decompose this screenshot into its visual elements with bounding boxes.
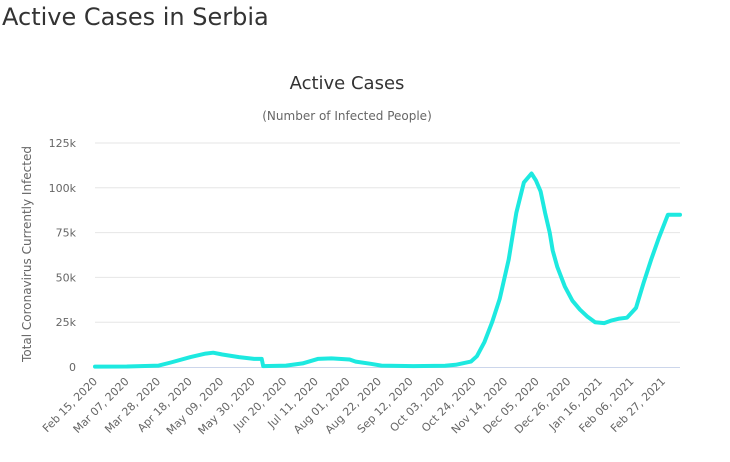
chart-subtitle: (Number of Infected People) — [262, 109, 432, 123]
y-tick-label: 125k — [49, 137, 77, 150]
y-axis-ticks: 0 25k 50k 75k 100k 125k — [49, 137, 77, 374]
chart-title: Active Cases — [290, 73, 405, 94]
series-layer — [93, 171, 682, 369]
y-tick-label: 100k — [49, 182, 77, 195]
page-heading: Active Cases in Serbia — [2, 3, 269, 31]
y-tick-label: 0 — [69, 361, 76, 374]
y-tick-label: 25k — [56, 316, 77, 329]
y-axis-title: Total Coronavirus Currently Infected — [20, 146, 34, 363]
y-tick-label: 50k — [56, 271, 77, 284]
y-tick-label: 75k — [56, 227, 77, 240]
active-cases-line — [93, 171, 682, 369]
grid-lines — [95, 142, 680, 323]
